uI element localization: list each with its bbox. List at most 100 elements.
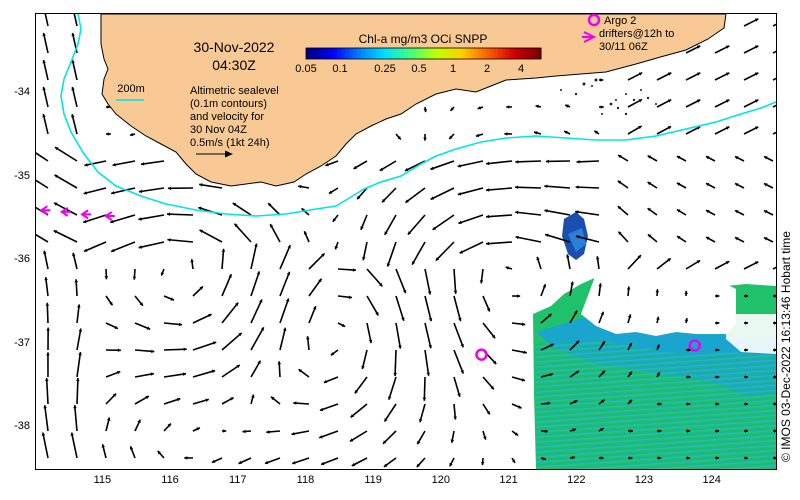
map-canvas[interactable]: 30-Nov-2022 04:30Z 200m Altimetric seale… bbox=[36, 14, 776, 469]
velocity-arrow-head bbox=[73, 405, 77, 409]
drifter-track[interactable] bbox=[39, 205, 115, 221]
argo-floats[interactable] bbox=[475, 339, 702, 361]
velocity-arrow bbox=[84, 160, 107, 167]
velocity-arrow-head bbox=[71, 32, 75, 37]
velocity-arrow-head bbox=[285, 298, 290, 302]
velocity-arrow-head bbox=[319, 435, 323, 439]
colorbar-segment bbox=[329, 48, 334, 59]
velocity-arrow-head bbox=[182, 372, 187, 376]
velocity-arrow-head bbox=[334, 245, 339, 250]
velocity-arrow bbox=[350, 403, 368, 418]
velocity-arrow bbox=[388, 376, 397, 400]
velocity-arrow-head bbox=[705, 156, 710, 160]
velocity-arrow-head bbox=[544, 209, 548, 213]
velocity-arrow bbox=[42, 113, 49, 135]
velocity-arrow-head bbox=[735, 210, 739, 214]
velocity-arrow-head bbox=[238, 332, 242, 337]
velocity-arrow-head bbox=[83, 248, 88, 252]
argo-float-marker[interactable] bbox=[688, 339, 702, 352]
colorbar-tick-label: 0.25 bbox=[374, 63, 395, 75]
velocity-arrow-head bbox=[130, 132, 134, 137]
velocity-arrow bbox=[76, 304, 80, 324]
velocity-arrow bbox=[54, 146, 78, 162]
colorbar-segment bbox=[419, 48, 424, 59]
velocity-arrow-head bbox=[658, 456, 662, 460]
argo-float-marker[interactable] bbox=[475, 348, 488, 361]
velocity-arrow-head bbox=[523, 350, 527, 355]
colorbar-segment bbox=[521, 48, 526, 59]
colorbar-tick-label: 2 bbox=[484, 63, 490, 75]
velocity-arrow-head bbox=[566, 254, 570, 258]
velocity-arrow-head bbox=[110, 219, 114, 224]
velocity-arrow-head bbox=[517, 294, 521, 298]
velocity-arrow-head bbox=[460, 370, 464, 374]
velocity-arrow bbox=[349, 430, 368, 443]
colorbar-segment bbox=[356, 48, 362, 59]
colorbar-segment bbox=[529, 48, 534, 59]
drifter-position-marker[interactable] bbox=[80, 209, 92, 220]
velocity-arrow-head bbox=[287, 245, 291, 249]
velocity-arrow bbox=[250, 271, 261, 297]
x-tick-label: 121 bbox=[499, 474, 518, 486]
map-frame: 30-Nov-2022 04:30Z 200m Altimetric seale… bbox=[35, 13, 777, 470]
velocity-arrow bbox=[772, 131, 776, 135]
velocity-arrow-head bbox=[422, 397, 427, 401]
velocity-arrow bbox=[53, 229, 78, 243]
copyright-timestamp: © IMOS 03-Dec-2022 16:13:46 Hobart time bbox=[779, 231, 793, 462]
y-tick-label: -38 bbox=[14, 420, 30, 433]
velocity-arrow-head bbox=[291, 431, 295, 436]
velocity-arrow-head bbox=[754, 99, 759, 103]
argo-legend-marker bbox=[587, 14, 601, 27]
velocity-arrow-head bbox=[505, 266, 509, 270]
drifter-position-marker[interactable] bbox=[39, 205, 51, 216]
velocity-arrow-head bbox=[170, 297, 174, 301]
colorbar-segment bbox=[396, 48, 401, 59]
velocity-arrow-head bbox=[138, 217, 142, 221]
velocity-arrow bbox=[627, 254, 642, 270]
velocity-arrow-head bbox=[458, 220, 462, 225]
velocity-arrow-head bbox=[477, 106, 482, 110]
velocity-arrow-head bbox=[453, 416, 457, 420]
velocity-arrow-head bbox=[458, 317, 462, 322]
velocity-arrow bbox=[199, 229, 223, 243]
velocity-arrow-head bbox=[536, 256, 540, 261]
colorbar bbox=[305, 47, 542, 60]
colorbar-segment bbox=[341, 48, 346, 59]
velocity-arrow-head bbox=[183, 347, 187, 352]
velocity-arrow-head bbox=[70, 432, 74, 436]
velocity-arrow bbox=[83, 241, 107, 253]
velocity-arrow-head bbox=[504, 132, 508, 136]
velocity-arrow-head bbox=[382, 440, 387, 444]
velocity-arrow bbox=[42, 59, 49, 81]
drifter-position-marker[interactable] bbox=[59, 207, 71, 217]
velocity-arrow bbox=[486, 160, 513, 165]
velocity-arrow-head bbox=[638, 99, 643, 103]
velocity-arrow-head bbox=[511, 459, 516, 463]
drifter-position-marker[interactable] bbox=[103, 211, 115, 221]
velocity-arrow-head bbox=[754, 45, 759, 49]
velocity-arrow bbox=[233, 223, 252, 243]
velocity-arrow-head bbox=[629, 456, 633, 460]
colorbar-tick-label: 0.05 bbox=[295, 63, 316, 75]
velocity-arrow bbox=[232, 202, 252, 216]
colorbar-segment bbox=[427, 48, 432, 59]
velocity-arrow-head bbox=[656, 316, 660, 321]
legend-line-4: 30 Nov 04Z bbox=[190, 124, 247, 136]
velocity-arrow-head bbox=[725, 45, 730, 49]
velocity-arrow-head bbox=[404, 167, 409, 172]
velocity-arrow-head bbox=[271, 396, 275, 401]
x-tick-label: 117 bbox=[228, 474, 247, 486]
velocity-arrow-head bbox=[696, 126, 701, 130]
drifter-legend-line-2: 30/11 06Z bbox=[599, 41, 648, 53]
velocity-arrow bbox=[166, 213, 194, 216]
velocity-arrow-head bbox=[575, 210, 579, 214]
velocity-arrow-head bbox=[565, 104, 569, 108]
colorbar-label: Chl-a mg/m3 OCi SNPP bbox=[359, 32, 488, 46]
velocity-arrow bbox=[110, 187, 136, 195]
velocity-arrow-head bbox=[42, 86, 46, 91]
velocity-arrow-head bbox=[107, 105, 111, 109]
velocity-arrow bbox=[44, 277, 49, 297]
velocity-arrow bbox=[279, 271, 291, 297]
velocity-arrow-head bbox=[628, 342, 632, 347]
velocity-arrow-head bbox=[384, 418, 388, 422]
